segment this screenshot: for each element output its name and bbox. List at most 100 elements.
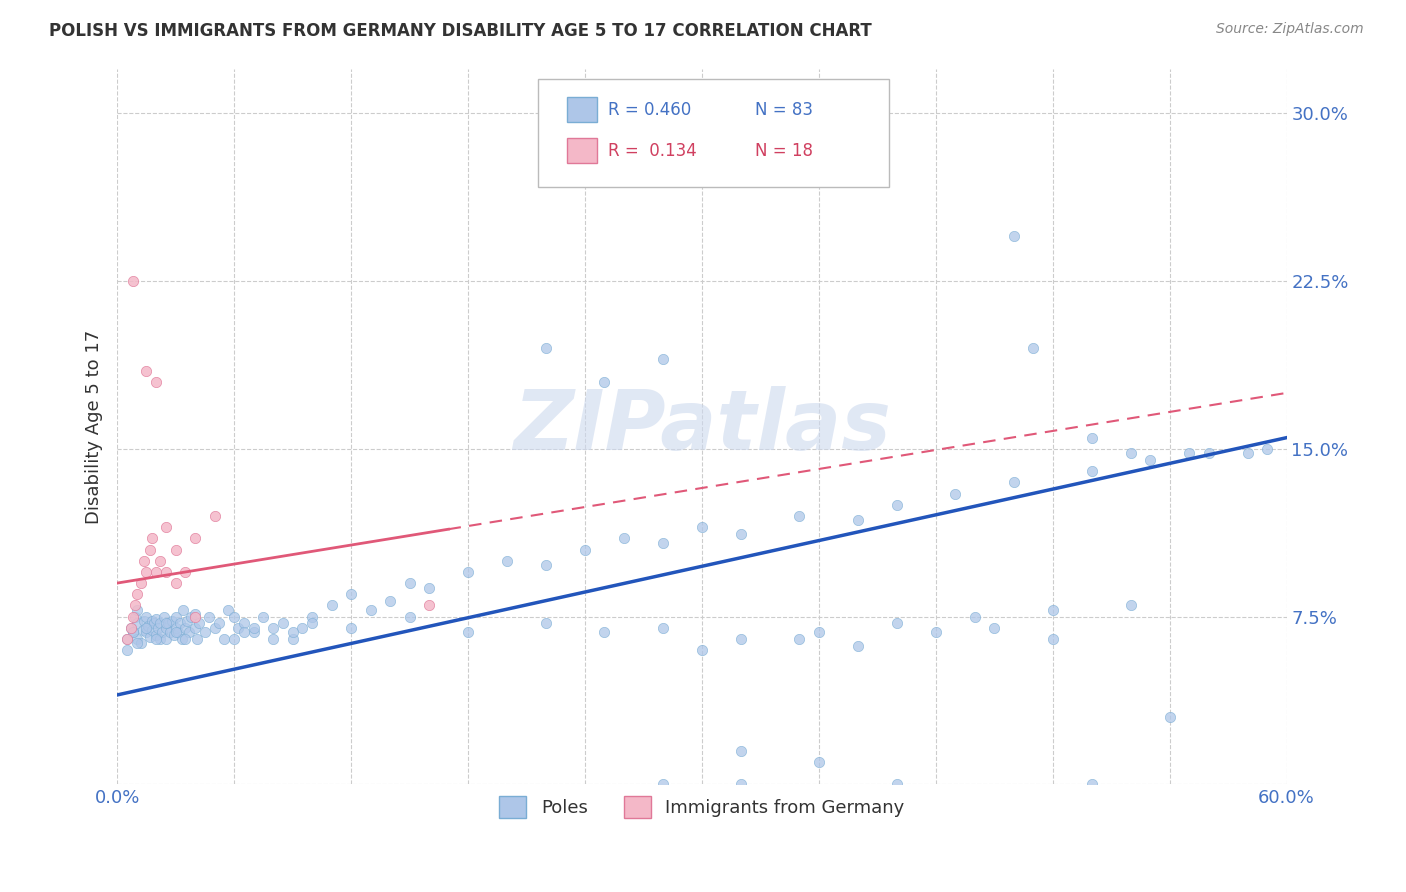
Point [242,621,264,635]
Point [651,536,673,550]
Point [176,614,198,628]
Point [730,526,752,541]
Point [125,616,148,631]
Point [153,609,176,624]
Point [145,375,167,389]
Point [170,632,193,646]
Point [398,609,420,624]
Point [165,609,187,624]
Point [301,609,323,624]
Point [184,609,207,624]
Point [141,623,163,637]
Point [150,625,173,640]
Point [730,632,752,646]
Point [846,513,869,527]
Point [534,558,557,573]
Point [115,632,138,646]
Point [172,603,194,617]
Point [165,621,187,635]
Point [1139,453,1161,467]
Point [139,542,162,557]
Point [983,621,1005,635]
Point [180,609,202,624]
Point [281,632,304,646]
Point [174,632,197,646]
Point [281,625,304,640]
Point [1119,446,1142,460]
Point [1119,599,1142,613]
Point [124,599,146,613]
Point [262,632,284,646]
Point [1042,603,1064,617]
Y-axis label: Disability Age 5 to 17: Disability Age 5 to 17 [86,329,103,524]
Point [115,632,138,646]
Point [291,621,314,635]
Point [457,625,479,640]
Point [165,542,187,557]
Point [184,607,207,622]
Point [135,565,157,579]
Point [232,616,254,631]
Point [135,621,157,635]
Point [179,625,201,640]
Point [121,625,143,640]
Point [204,621,226,635]
Point [155,632,177,646]
Text: N = 18: N = 18 [755,142,813,160]
Point [1002,229,1025,244]
Point [1178,446,1201,460]
Point [340,621,363,635]
Point [224,632,246,646]
Point [149,632,172,646]
Point [125,603,148,617]
Point [198,609,221,624]
Point [145,627,167,641]
Point [378,594,401,608]
Point [146,621,169,635]
Point [690,643,713,657]
Point [574,542,596,557]
Point [1256,442,1278,456]
Point [135,609,157,624]
Point [214,632,236,646]
Point [593,625,616,640]
Point [207,616,229,631]
Point [418,581,440,595]
Point [120,621,142,635]
Point [1022,341,1045,355]
Text: Source: ZipAtlas.com: Source: ZipAtlas.com [1216,22,1364,37]
Point [149,616,172,631]
Point [321,599,343,613]
Point [115,643,138,657]
Point [789,508,811,523]
Point [1198,446,1220,460]
Point [226,621,249,635]
Point [1080,431,1102,445]
Point [155,616,177,631]
Point [160,614,183,628]
Point [224,609,246,624]
Point [156,616,179,631]
Point [165,576,187,591]
Point [301,616,323,631]
Point [138,618,160,632]
Point [155,520,177,534]
Point [1002,475,1025,490]
Point [174,621,197,635]
Point [120,621,142,635]
Point [159,625,181,640]
Point [121,274,143,288]
Point [155,565,177,579]
Point [807,755,830,769]
Point [155,621,177,635]
Point [1042,632,1064,646]
Point [129,636,152,650]
Point [613,532,636,546]
Point [125,587,148,601]
Text: R = 0.460: R = 0.460 [609,101,692,119]
Point [139,630,162,644]
Text: POLISH VS IMMIGRANTS FROM GERMANY DISABILITY AGE 5 TO 17 CORRELATION CHART: POLISH VS IMMIGRANTS FROM GERMANY DISABI… [49,22,872,40]
Point [730,744,752,758]
Point [194,625,217,640]
Point [1080,464,1102,478]
